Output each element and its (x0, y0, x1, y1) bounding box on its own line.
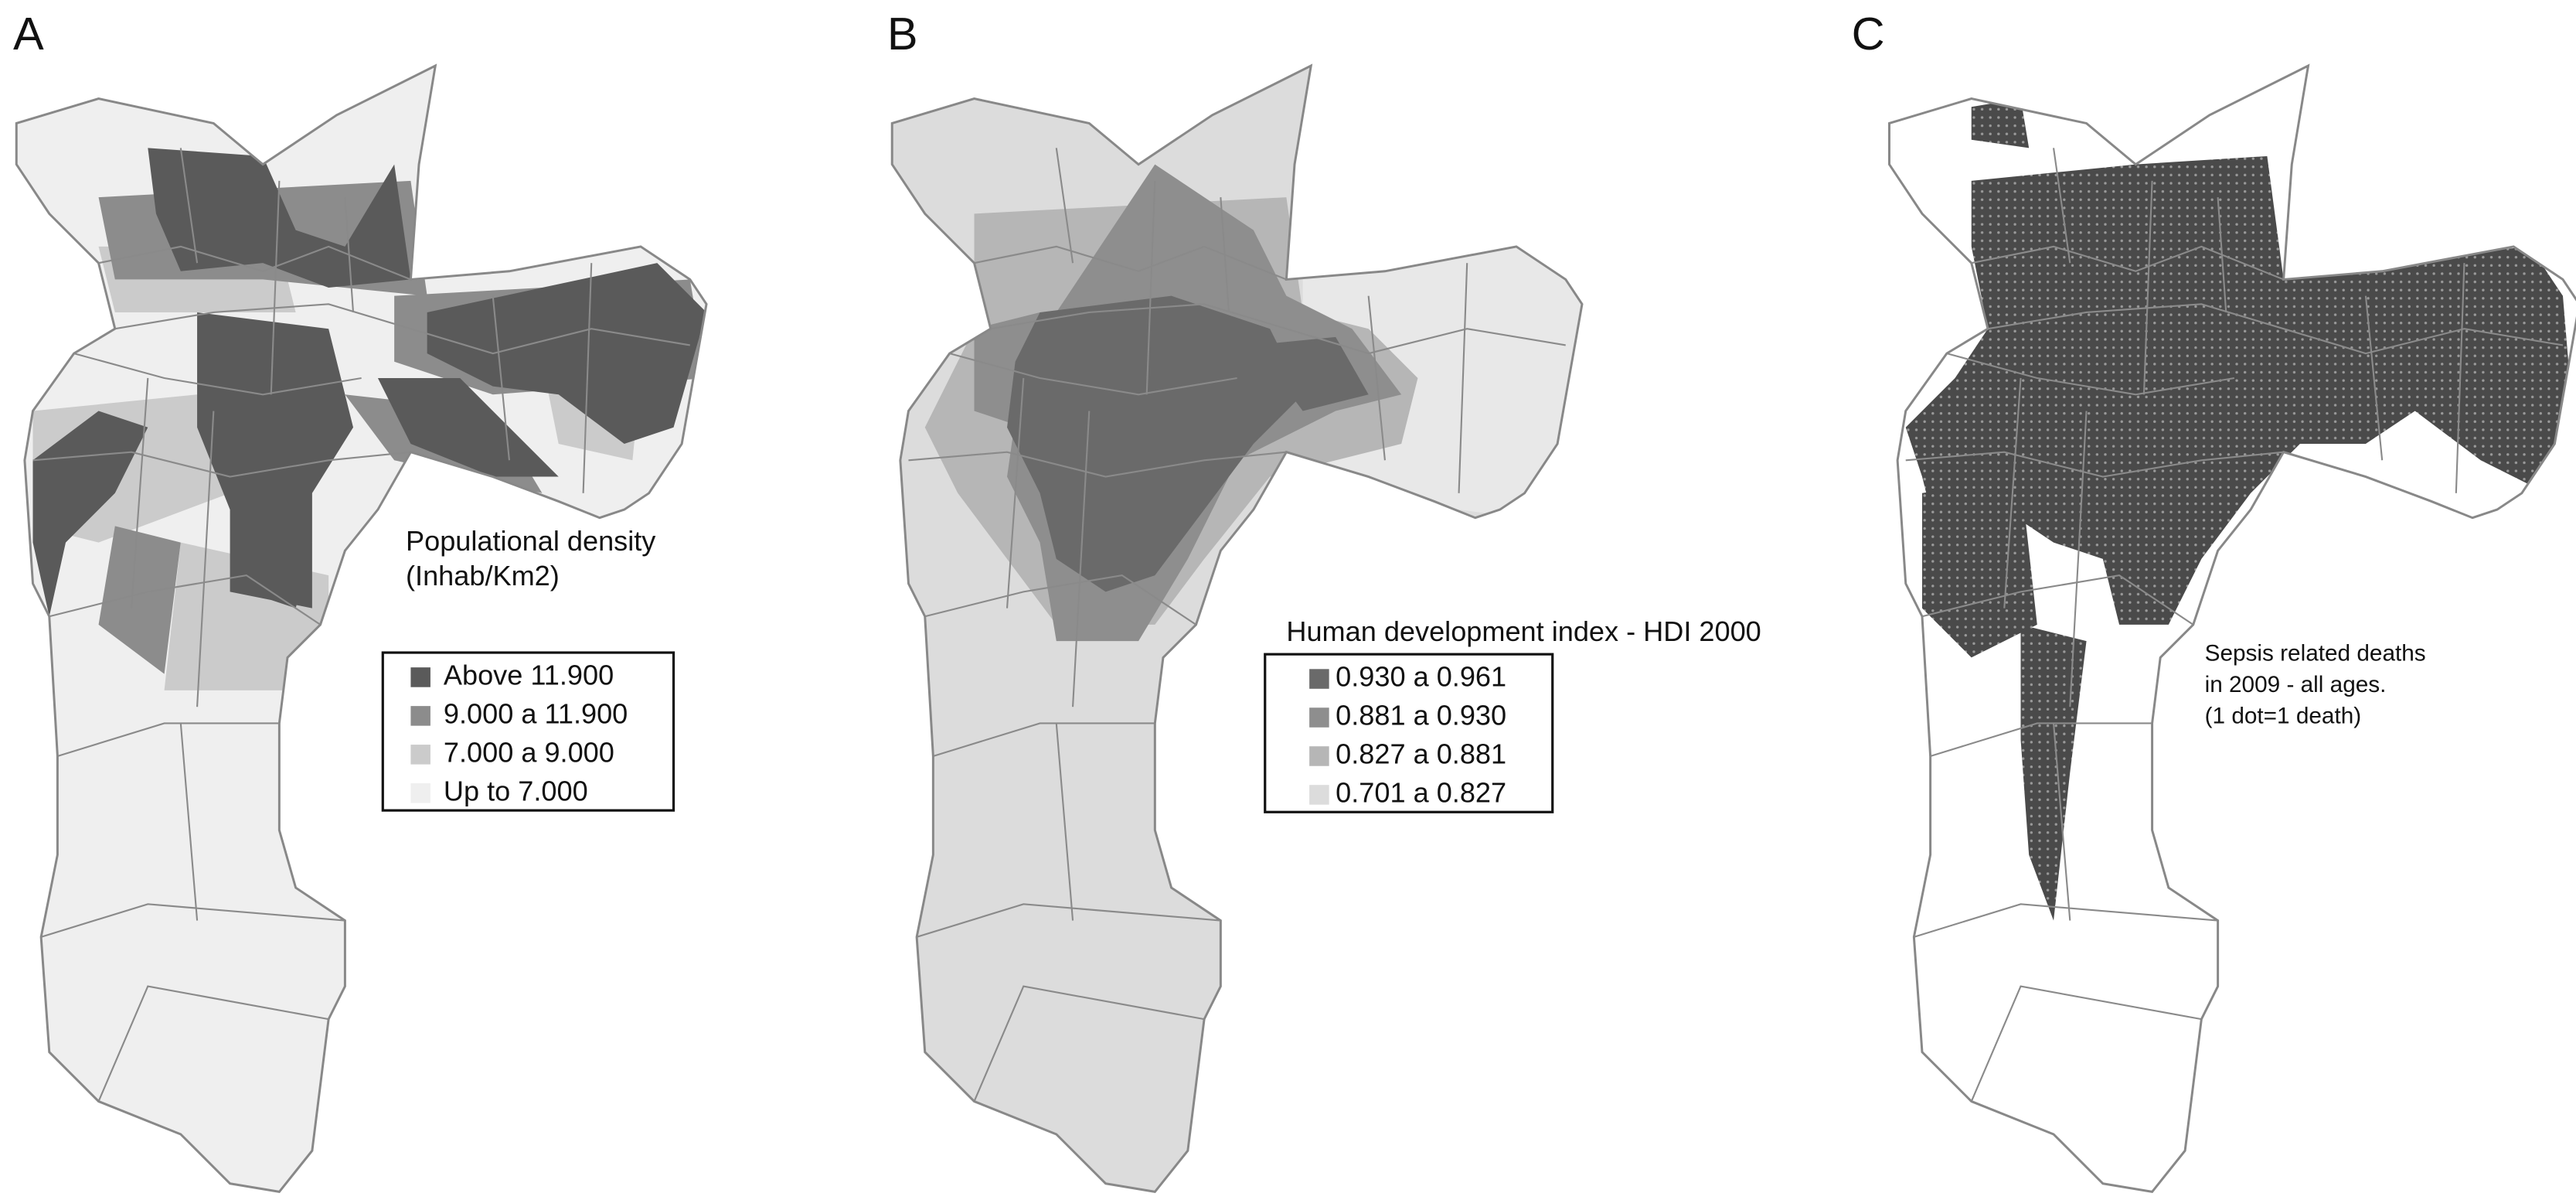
legend-swatch (1309, 785, 1329, 805)
map-a (15, 64, 708, 1193)
legend-item: 0.701 a 0.827 (1336, 776, 1506, 808)
legend-item: 0.827 a 0.881 (1336, 738, 1506, 770)
legend-item: Above 11.900 (444, 659, 614, 690)
legend-title: (Inhab/Km2) (406, 560, 560, 591)
legend-title: Populational density (406, 525, 655, 557)
legend-box (1264, 653, 1554, 813)
legend-title: Human development index - HDI 2000 (1286, 615, 1761, 647)
legend-swatch (1309, 707, 1329, 728)
legend-swatch (1309, 669, 1329, 689)
legend-swatch (1309, 746, 1329, 766)
note: in 2009 - all ages. (2205, 672, 2387, 697)
legend-item: 0.881 a 0.930 (1336, 700, 1506, 731)
labels: A Populational density(Inhab/Km2) Above 11… (13, 8, 2426, 813)
note: (1 dot=1 death) (2205, 703, 2362, 728)
legend-swatch (410, 783, 430, 803)
legend-swatch (410, 706, 430, 726)
panel-label: C (1852, 8, 1885, 60)
legend-swatch (410, 745, 430, 765)
panel-label: A (13, 8, 44, 60)
legend-item: Up to 7.000 (444, 775, 588, 806)
legend-box (381, 651, 675, 812)
panel-label: B (887, 8, 918, 60)
map-b (890, 64, 1584, 1193)
legend-item: 9.000 a 11.900 (444, 697, 628, 729)
note: Sepsis related deaths (2205, 641, 2426, 666)
legend-item: 7.000 a 9.000 (444, 736, 614, 768)
legend-swatch (410, 667, 430, 687)
legend-item: 0.930 a 0.961 (1336, 661, 1506, 693)
map-c (1887, 64, 2576, 1193)
